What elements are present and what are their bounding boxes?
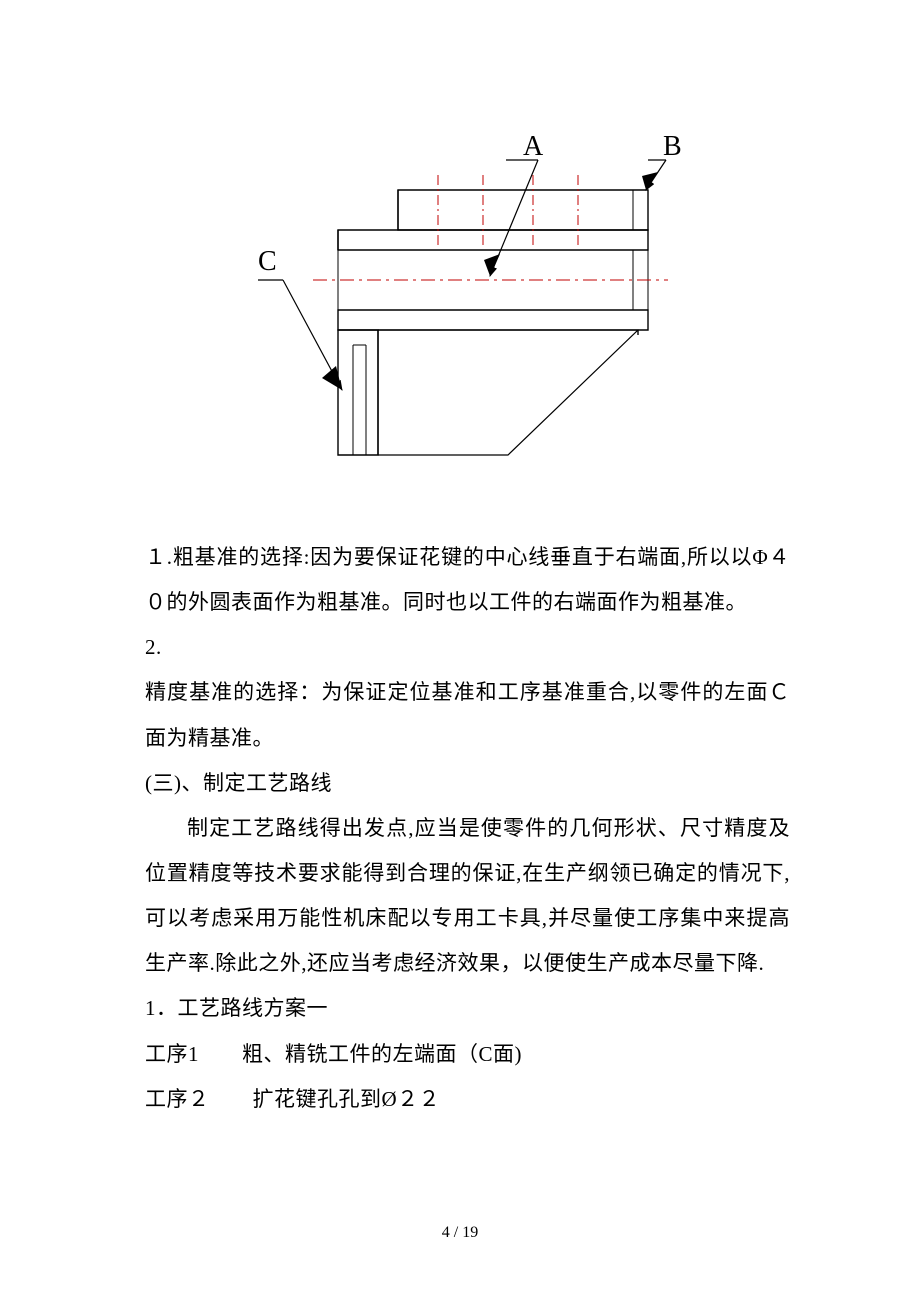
technical-diagram: A B C: [238, 120, 698, 480]
page-content: A B C １.粗基准的选择:因为要保证花键的中心线垂直于右端面,所以以Φ４０的…: [0, 0, 920, 1182]
part-outline: [338, 190, 648, 455]
heading-3: (三)、制定工艺路线: [145, 761, 790, 806]
paragraph-6: 工序２ 扩花键孔孔到Ø２２: [145, 1077, 790, 1122]
paragraph-3: 制定工艺路线得出发点,应当是使零件的几何形状、尺寸精度及位置精度等技术要求能得到…: [145, 806, 790, 987]
paragraph-1: １.粗基准的选择:因为要保证花键的中心线垂直于右端面,所以以Φ４０的外圆表面作为…: [145, 535, 790, 625]
label-a: A: [523, 131, 544, 162]
page-footer: 4 / 19: [0, 1224, 920, 1242]
paragraph-2-num: 2.: [145, 625, 790, 670]
paragraph-4: 1．工艺路线方案一: [145, 986, 790, 1031]
paragraph-5: 工序1 粗、精铣工件的左端面（C面): [145, 1032, 790, 1077]
diagram-container: A B C: [145, 120, 790, 480]
paragraph-2: 精度基准的选择：为保证定位基准和工序基准重合,以零件的左面Ｃ面为精基准。: [145, 670, 790, 760]
arrowheads: [322, 172, 658, 390]
leader-lines: [258, 160, 666, 390]
label-c: C: [258, 246, 277, 277]
label-b: B: [663, 131, 682, 162]
